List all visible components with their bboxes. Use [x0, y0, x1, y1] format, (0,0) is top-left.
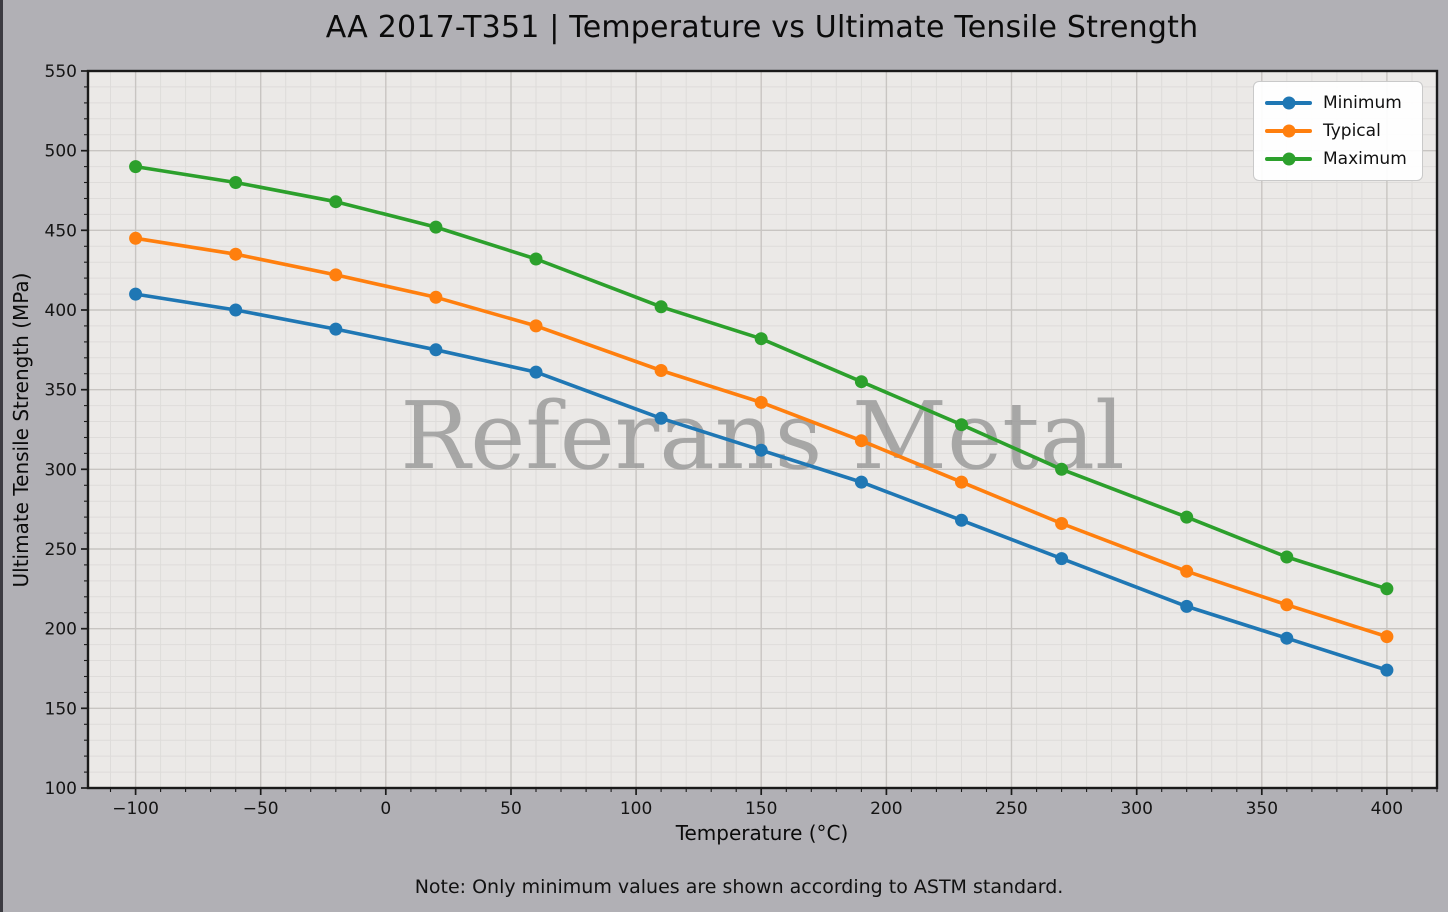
svg-text:50: 50 [500, 799, 522, 819]
x-axis-label: Temperature (°C) [675, 821, 849, 845]
data-point-typical [1055, 517, 1069, 530]
data-point-minimum [955, 513, 968, 527]
svg-text:350: 350 [45, 381, 77, 401]
svg-text:400: 400 [1371, 799, 1403, 819]
svg-text:100: 100 [620, 799, 652, 819]
data-point-minimum [754, 443, 768, 457]
svg-text:0: 0 [380, 799, 391, 819]
y-axis-label: Ultimate Tensile Strength (MPa) [9, 272, 33, 588]
data-point-maximum [529, 252, 543, 266]
data-point-maximum [1280, 550, 1294, 564]
legend-marker-dot [1282, 124, 1295, 138]
legend-item-maximum: Maximum [1265, 145, 1407, 173]
data-point-minimum [654, 411, 668, 425]
svg-text:400: 400 [45, 301, 77, 321]
legend-item-minimum: Minimum [1265, 89, 1407, 117]
window-edge [0, 0, 3, 912]
svg-text:−100: −100 [112, 799, 159, 819]
data-point-maximum [1055, 462, 1069, 476]
data-point-maximum [129, 160, 143, 174]
legend-label: Typical [1323, 121, 1381, 141]
data-point-minimum [1380, 663, 1394, 677]
data-point-maximum [1180, 510, 1194, 524]
svg-text:300: 300 [45, 460, 77, 480]
legend-line-marker-swatch [1265, 152, 1312, 166]
svg-text:150: 150 [45, 699, 77, 719]
axis-tick-labels: −100 −50 0 50 100 150 200 250 300 350 400 100 150 200… [45, 62, 1404, 819]
data-point-minimum [1280, 631, 1294, 645]
footnote: Note: Only minimum values are shown acco… [414, 876, 1064, 898]
data-point-minimum [329, 322, 343, 336]
data-point-maximum [654, 300, 668, 314]
data-point-maximum [754, 332, 768, 346]
svg-text:550: 550 [45, 62, 77, 82]
data-point-minimum [129, 287, 143, 301]
legend: Minimum Typical Maximum [1253, 81, 1423, 181]
data-point-typical [129, 231, 143, 245]
axes-spine [86, 69, 1439, 790]
data-point-maximum [429, 220, 443, 234]
svg-text:500: 500 [45, 142, 77, 162]
svg-text:350: 350 [1246, 799, 1278, 819]
data-point-typical [854, 434, 868, 448]
legend-marker-dot [1282, 152, 1295, 166]
data-point-typical [529, 319, 543, 333]
svg-text:250: 250 [995, 799, 1027, 819]
data-point-typical [229, 247, 243, 261]
svg-text:250: 250 [45, 540, 77, 560]
data-point-maximum [1380, 582, 1394, 596]
data-point-typical [654, 364, 668, 377]
svg-text:200: 200 [870, 799, 902, 819]
data-point-minimum [429, 343, 443, 357]
data-point-typical [329, 268, 343, 282]
data-point-typical [955, 475, 968, 489]
data-point-maximum [955, 418, 968, 432]
data-point-typical [1380, 630, 1394, 644]
legend-label: Minimum [1323, 93, 1402, 113]
data-point-typical [429, 290, 443, 304]
grid-minor [88, 71, 1438, 788]
data-point-maximum [854, 375, 868, 389]
svg-text:200: 200 [45, 620, 77, 640]
data-point-minimum [854, 475, 868, 489]
data-point-typical [1280, 598, 1294, 612]
legend-label: Maximum [1323, 149, 1407, 169]
svg-text:150: 150 [745, 799, 777, 819]
data-point-minimum [529, 365, 543, 379]
data-point-maximum [329, 195, 343, 209]
svg-text:450: 450 [45, 221, 77, 241]
legend-line-marker-swatch [1265, 96, 1312, 110]
legend-item-typical: Typical [1265, 117, 1407, 145]
data-point-typical [754, 395, 768, 409]
data-point-maximum [229, 176, 243, 189]
legend-marker-dot [1282, 96, 1295, 110]
data-point-typical [1180, 564, 1194, 578]
svg-text:300: 300 [1120, 799, 1152, 819]
data-point-minimum [1055, 552, 1069, 566]
legend-line-marker-swatch [1265, 124, 1312, 138]
axis-ticks [81, 70, 1438, 795]
svg-text:100: 100 [45, 779, 77, 799]
chart-title: AA 2017-T351 | Temperature vs Ultimate T… [325, 10, 1199, 45]
data-point-minimum [229, 303, 243, 317]
svg-text:−50: −50 [243, 799, 279, 819]
data-point-minimum [1180, 599, 1194, 613]
